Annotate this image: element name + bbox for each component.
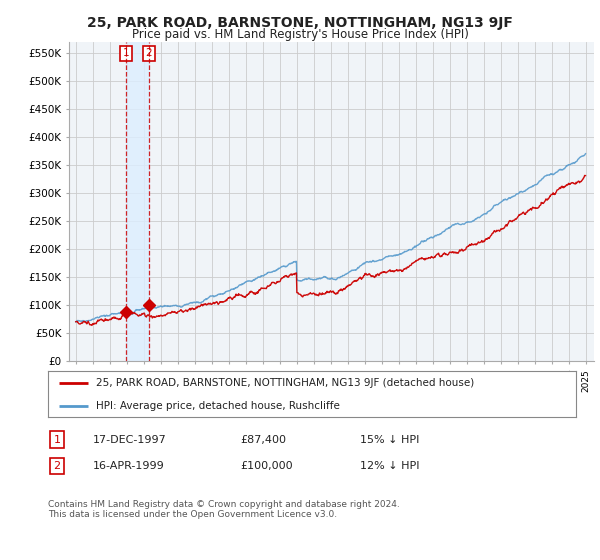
Bar (126, 42, 149, 361)
Text: 17-DEC-1997: 17-DEC-1997 (93, 435, 167, 445)
Text: HPI: Average price, detached house, Rushcliffe: HPI: Average price, detached house, Rush… (95, 401, 340, 410)
Text: 25, PARK ROAD, BARNSTONE, NOTTINGHAM, NG13 9JF (detached house): 25, PARK ROAD, BARNSTONE, NOTTINGHAM, NG… (95, 378, 474, 388)
Text: Contains HM Land Registry data © Crown copyright and database right 2024.
This d: Contains HM Land Registry data © Crown c… (48, 500, 400, 519)
Text: 1: 1 (123, 48, 130, 58)
Text: 2: 2 (145, 48, 152, 58)
Text: Price paid vs. HM Land Registry's House Price Index (HPI): Price paid vs. HM Land Registry's House … (131, 28, 469, 41)
Text: 16-APR-1999: 16-APR-1999 (93, 461, 165, 471)
Text: 15% ↓ HPI: 15% ↓ HPI (360, 435, 419, 445)
Text: 2: 2 (53, 461, 61, 471)
Text: £87,400: £87,400 (240, 435, 286, 445)
Text: 12% ↓ HPI: 12% ↓ HPI (360, 461, 419, 471)
Text: 1: 1 (53, 435, 61, 445)
Text: 25, PARK ROAD, BARNSTONE, NOTTINGHAM, NG13 9JF: 25, PARK ROAD, BARNSTONE, NOTTINGHAM, NG… (87, 16, 513, 30)
Text: £100,000: £100,000 (240, 461, 293, 471)
